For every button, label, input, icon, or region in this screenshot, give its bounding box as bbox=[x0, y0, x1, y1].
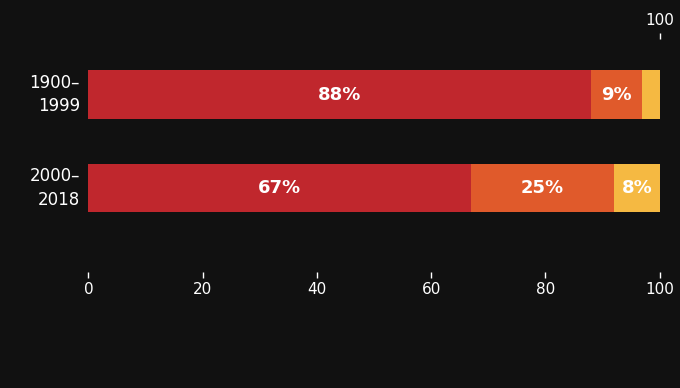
Text: 67%: 67% bbox=[258, 179, 301, 197]
Bar bbox=[88, 71, 591, 119]
Text: 9%: 9% bbox=[601, 86, 632, 104]
Text: 25%: 25% bbox=[521, 179, 564, 197]
Bar bbox=[88, 164, 471, 212]
Text: 8%: 8% bbox=[622, 179, 652, 197]
Text: 88%: 88% bbox=[318, 86, 361, 104]
Bar bbox=[643, 71, 660, 119]
Bar bbox=[591, 71, 643, 119]
Bar bbox=[614, 164, 660, 212]
Bar bbox=[471, 164, 614, 212]
